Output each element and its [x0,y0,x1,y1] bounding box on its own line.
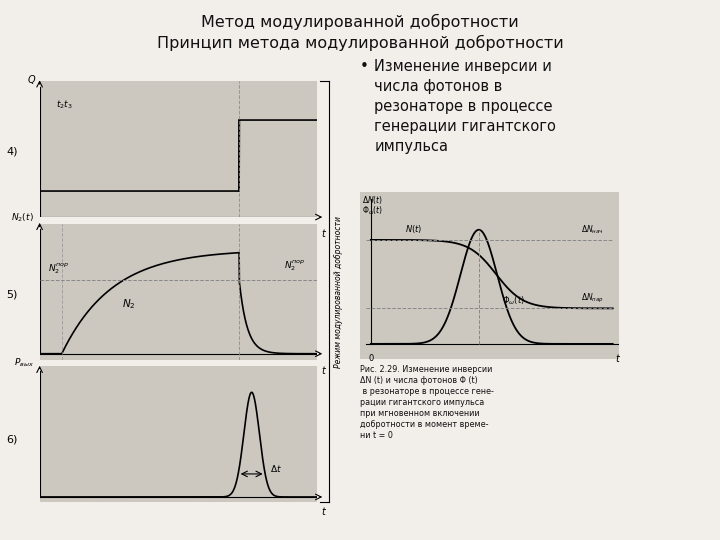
Text: $\Delta N(t)$: $\Delta N(t)$ [362,194,383,206]
Text: $t_1$: $t_1$ [58,368,66,380]
Text: 5): 5) [6,289,17,300]
Text: $\Delta N_{пар}$: $\Delta N_{пар}$ [581,292,604,305]
Text: $P_{вых}$: $P_{вых}$ [14,357,34,369]
Text: $N_2^{пор}$: $N_2^{пор}$ [48,261,69,275]
Text: •: • [360,59,369,75]
Text: $\Phi_{\omega}(t)$: $\Phi_{\omega}(t)$ [362,204,383,217]
Text: Принцип метода модулированной добротности: Принцип метода модулированной добротност… [157,35,563,51]
Text: t: t [321,229,325,239]
Text: $t_6$: $t_6$ [250,368,259,380]
Text: $\Delta t$: $\Delta t$ [270,463,282,474]
Text: $\Phi_{\omega}(t)$: $\Phi_{\omega}(t)$ [502,294,525,307]
Text: 0: 0 [368,354,374,363]
Text: Изменение инверсии и
числа фотонов в
резонаторе в процессе
генерации гигантского: Изменение инверсии и числа фотонов в рез… [374,59,557,153]
Text: t: t [321,366,325,375]
Text: $N_2$: $N_2$ [122,297,135,311]
Text: Метод модулированной добротности: Метод модулированной добротности [201,14,519,30]
Text: $t_2 t_3$: $t_2 t_3$ [56,98,73,111]
Text: t: t [321,508,325,517]
Text: Q: Q [27,75,35,85]
Text: t: t [615,354,619,364]
Text: 4): 4) [6,147,17,157]
Text: $\Delta N_{нач}$: $\Delta N_{нач}$ [582,224,604,236]
Text: Режим модулированной добротности: Режим модулированной добротности [334,215,343,368]
Text: $N_2(t)$: $N_2(t)$ [12,211,34,224]
Text: $N(t)$: $N(t)$ [405,224,423,235]
Text: $t_5$: $t_5$ [232,368,241,380]
Text: $N_2^{пор}$: $N_2^{пор}$ [284,258,305,273]
Text: 6): 6) [6,434,17,444]
Text: Рис. 2.29. Изменение инверсии
ΔN (t) и числа фотонов Φ (t)
 в резонаторе в проце: Рис. 2.29. Изменение инверсии ΔN (t) и ч… [360,364,494,440]
Text: $t_5$: $t_5$ [235,231,243,244]
